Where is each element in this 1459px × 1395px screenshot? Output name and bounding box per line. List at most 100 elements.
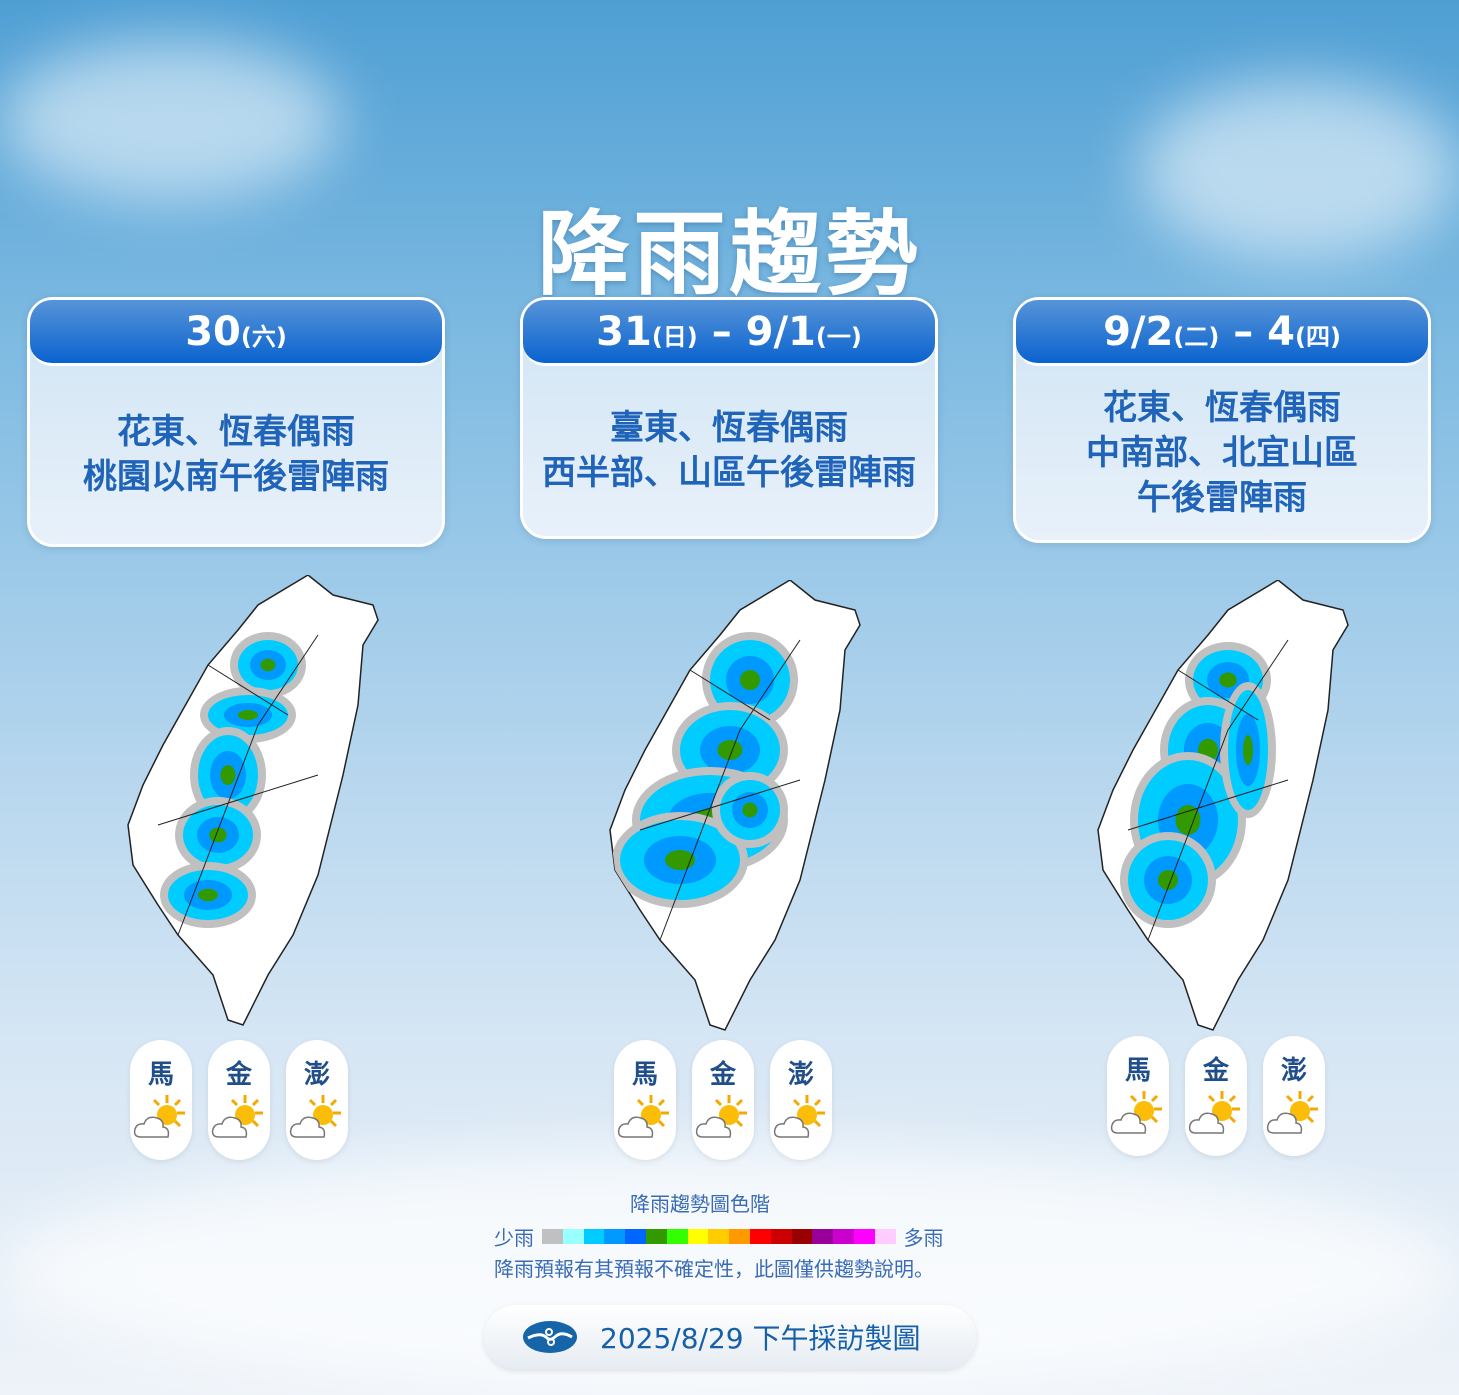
island-forecast: 澎	[286, 1040, 348, 1160]
county-border	[157, 634, 319, 936]
color-swatch	[708, 1229, 730, 1244]
partly-cloudy-icon	[617, 1095, 669, 1138]
date-part: 31	[596, 309, 652, 355]
period-card: 9/2(二) – 4(四) 花東、恆春偶雨 中南部、北宜山區 午後雷陣雨	[1013, 297, 1431, 543]
rain-area	[1243, 735, 1253, 765]
legend-title: 降雨趨勢圖色階	[630, 1192, 770, 1216]
taiwan-rain-map	[1097, 580, 1349, 1031]
legend-high: 多雨	[903, 1226, 944, 1250]
forecast-line: 花東、恆春偶雨	[117, 412, 355, 452]
period-card: 31(日) – 9/1(一) 臺東、恆春偶雨 西半部、山區午後雷陣雨	[520, 297, 938, 539]
color-swatch	[666, 1229, 688, 1244]
cloud	[0, 40, 340, 200]
date-part: (六)	[240, 323, 287, 351]
date-part: (二)	[1173, 323, 1220, 351]
color-swatch	[770, 1229, 792, 1244]
rain-area	[1219, 672, 1237, 688]
partly-cloudy-icon	[1188, 1091, 1240, 1134]
color-swatch	[812, 1229, 834, 1244]
color-swatch	[562, 1229, 584, 1244]
partly-cloudy-icon	[133, 1095, 185, 1138]
outlying-islands: 馬金澎	[614, 1040, 832, 1160]
partly-cloudy-icon	[773, 1095, 825, 1138]
color-swatch	[583, 1229, 605, 1244]
page-title: 降雨趨勢	[537, 201, 922, 308]
color-swatch	[687, 1229, 709, 1244]
date-part: (日)	[651, 323, 698, 351]
forecast-line: 午後雷陣雨	[1137, 477, 1307, 518]
island-name: 澎	[1280, 1056, 1307, 1086]
color-swatch	[749, 1229, 771, 1244]
partly-cloudy-icon	[1266, 1091, 1318, 1134]
partly-cloudy-icon	[289, 1095, 341, 1138]
forecast-line: 桃園以南午後雷陣雨	[83, 457, 389, 497]
forecast-line: 中南部、北宜山區	[1086, 432, 1358, 473]
date-part: (一)	[815, 323, 862, 351]
county-border	[639, 639, 801, 941]
island-forecast: 金	[692, 1040, 754, 1160]
partly-cloudy-icon	[211, 1095, 263, 1138]
island-forecast: 澎	[1263, 1036, 1325, 1156]
cwa-logo-icon	[523, 1321, 577, 1353]
color-swatch	[853, 1229, 875, 1244]
forecast-line: 西半部、山區午後雷陣雨	[542, 453, 916, 493]
period-date: 31(日) – 9/1(一)	[523, 300, 935, 366]
island-forecast: 澎	[770, 1040, 832, 1160]
outlying-islands: 馬金澎	[130, 1040, 348, 1160]
rain-area	[665, 850, 695, 870]
period-forecast: 臺東、恆春偶雨西半部、山區午後雷陣雨	[523, 366, 935, 536]
footer-text: 2025/8/29 下午採訪製圖	[600, 1322, 921, 1355]
color-swatch	[645, 1229, 667, 1244]
forecast-line: 臺東、恆春偶雨	[610, 408, 848, 448]
color-scale: 少雨 多雨	[494, 1222, 944, 1251]
date-part: – 9/1	[697, 309, 816, 355]
island-forecast: 金	[208, 1040, 270, 1160]
partly-cloudy-icon	[1110, 1091, 1162, 1134]
island-name: 金	[1202, 1056, 1229, 1086]
legend-low: 少雨	[494, 1226, 534, 1250]
rain-area	[260, 658, 276, 672]
rain-area	[717, 740, 743, 760]
forecast-line: 花東、恆春偶雨	[1103, 387, 1341, 428]
color-swatch	[833, 1229, 854, 1244]
island-name: 金	[225, 1060, 252, 1090]
taiwan-rain-map	[127, 575, 379, 1026]
island-forecast: 馬	[1107, 1036, 1169, 1156]
color-bar	[542, 1229, 896, 1244]
color-swatch	[874, 1229, 896, 1244]
period-date: 30(六)	[30, 300, 442, 366]
rain-area	[1175, 805, 1201, 835]
color-swatch	[729, 1229, 750, 1244]
island-forecast: 金	[1185, 1036, 1247, 1156]
date-part: – 4	[1219, 309, 1295, 355]
island-name: 馬	[1124, 1056, 1151, 1086]
county-border	[1127, 639, 1289, 941]
outlying-islands: 馬金澎	[1107, 1036, 1325, 1156]
period-forecast: 花東、恆春偶雨 桃園以南午後雷陣雨	[30, 366, 442, 544]
island-forecast: 馬	[130, 1040, 192, 1160]
island-name: 馬	[147, 1060, 174, 1090]
island-name: 馬	[631, 1060, 658, 1090]
island-name: 澎	[787, 1060, 814, 1090]
partly-cloudy-icon	[695, 1095, 747, 1138]
rain-area	[209, 827, 227, 843]
color-swatch	[625, 1229, 646, 1244]
period-card: 30(六) 花東、恆春偶雨 桃園以南午後雷陣雨	[27, 297, 445, 547]
island-name: 金	[709, 1060, 736, 1090]
color-swatch	[791, 1229, 813, 1244]
period-date: 9/2(二) – 4(四)	[1016, 300, 1428, 366]
color-swatch	[542, 1229, 563, 1244]
period-forecast: 花東、恆春偶雨 中南部、北宜山區 午後雷陣雨	[1016, 366, 1428, 540]
footer: 2025/8/29 下午採訪製圖	[484, 1305, 976, 1369]
rain-area	[198, 888, 218, 902]
island-name: 澎	[303, 1060, 330, 1090]
color-swatch	[604, 1229, 626, 1244]
rain-area	[238, 710, 258, 720]
rain-area	[740, 670, 760, 690]
cloud	[1139, 80, 1459, 260]
taiwan-rain-map	[609, 580, 861, 1031]
rain-area	[742, 802, 758, 818]
date-part: 9/2	[1103, 309, 1174, 355]
rain-area	[220, 765, 236, 785]
disclaimer: 降雨預報有其預報不確定性，此圖僅供趨勢說明。	[494, 1257, 934, 1281]
